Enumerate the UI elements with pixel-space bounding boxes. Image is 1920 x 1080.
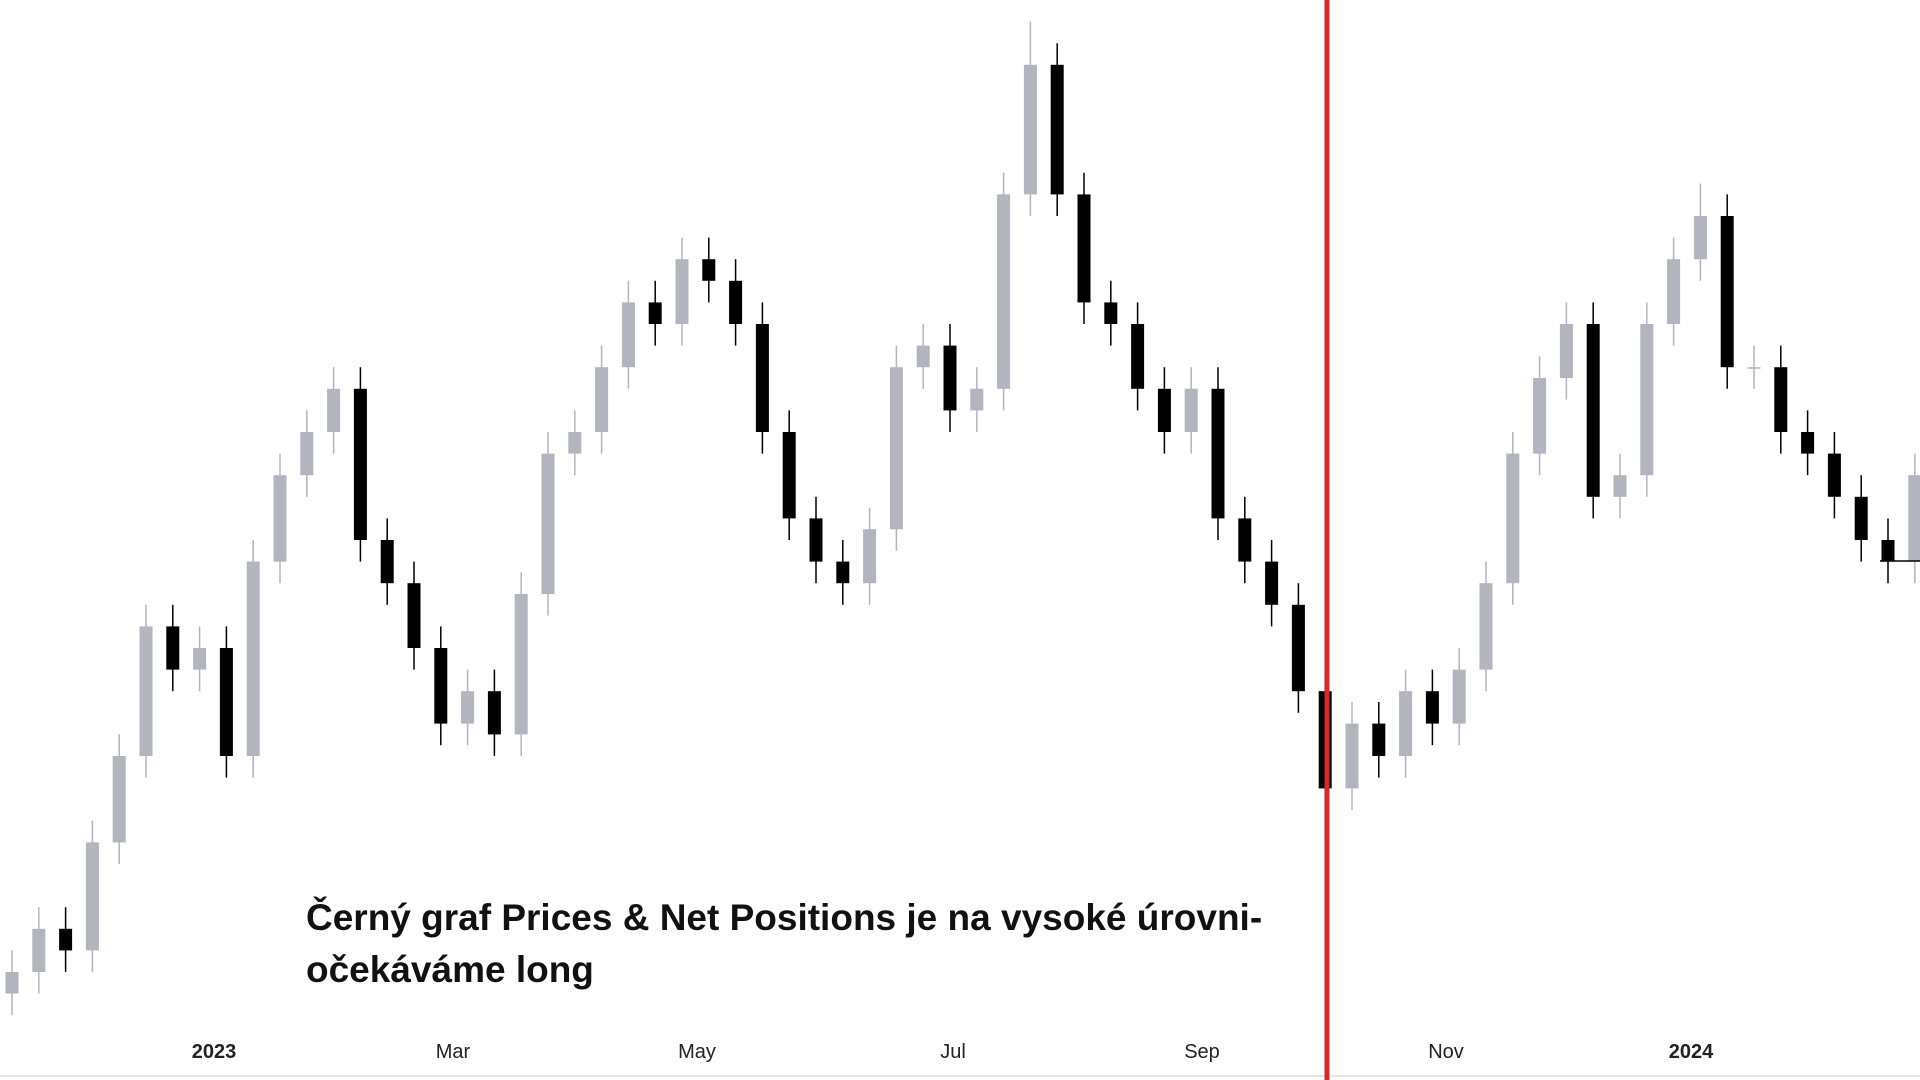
candle-body xyxy=(702,259,716,281)
candle-body xyxy=(1801,432,1815,454)
candle-body xyxy=(300,432,314,476)
candle-body xyxy=(648,302,662,324)
candle-body xyxy=(541,453,555,594)
candle-body xyxy=(809,518,823,562)
candle-body xyxy=(246,561,260,756)
candle-body xyxy=(889,367,903,530)
candle-body xyxy=(1131,324,1145,389)
candle-body xyxy=(139,626,153,756)
candle-body xyxy=(1050,64,1064,195)
candle-body xyxy=(32,928,46,972)
candle-body xyxy=(755,324,769,432)
candle-body xyxy=(1265,561,1279,605)
candle-body xyxy=(514,594,528,735)
candle-body xyxy=(461,691,475,724)
candle-body xyxy=(1238,518,1252,562)
candle-body xyxy=(1077,194,1091,303)
candle-body xyxy=(1184,388,1198,432)
candle-body xyxy=(1023,64,1037,195)
candle-body xyxy=(1291,604,1305,692)
candle-body xyxy=(782,432,796,519)
candle-body xyxy=(1774,367,1788,432)
annotation: očekáváme long xyxy=(306,949,594,990)
candle-body xyxy=(1345,723,1359,789)
candle-body xyxy=(1854,496,1868,540)
candle-body xyxy=(380,540,394,584)
candle-body xyxy=(1881,540,1895,562)
candle-body xyxy=(997,194,1011,389)
candle-body xyxy=(1559,324,1573,378)
candle-body xyxy=(943,345,957,411)
candle-body xyxy=(1747,367,1761,369)
candle-body xyxy=(568,432,582,454)
candle-body xyxy=(836,561,850,584)
candles xyxy=(5,21,1920,1016)
candle-body xyxy=(434,648,448,724)
x-tick-label: 2023 xyxy=(192,1041,237,1063)
candle-body xyxy=(1211,388,1225,519)
candle-body xyxy=(621,302,635,368)
x-tick-label: Nov xyxy=(1428,1041,1464,1063)
candle-body xyxy=(1157,388,1171,432)
candle-body xyxy=(916,345,930,368)
candle-body xyxy=(1693,216,1707,260)
candle-body xyxy=(487,691,501,735)
x-tick-label: Mar xyxy=(436,1041,471,1063)
candle-body xyxy=(863,529,877,584)
candle-body xyxy=(1372,723,1386,756)
candle-body xyxy=(1827,453,1841,497)
candle-body xyxy=(1479,583,1493,670)
candle-body xyxy=(1506,453,1520,584)
candle-body xyxy=(166,626,180,670)
x-tick-label: 2024 xyxy=(1669,1041,1714,1063)
annotation: Černý graf Prices & Net Positions je na … xyxy=(306,896,1262,938)
candle-body xyxy=(1908,475,1920,562)
candle-body xyxy=(1104,302,1118,324)
candle-body xyxy=(273,475,287,562)
candle-body xyxy=(1586,324,1600,497)
candle-body xyxy=(1452,669,1466,724)
candle-body xyxy=(193,648,207,670)
x-tick-label: Jul xyxy=(940,1041,966,1063)
candle-body xyxy=(1720,216,1734,368)
candle-body xyxy=(219,648,233,756)
candle-body xyxy=(5,972,19,994)
candle-body xyxy=(1399,691,1413,756)
candle-body xyxy=(407,583,421,648)
candle-body xyxy=(595,367,609,432)
candle-body xyxy=(59,928,73,951)
candle-body xyxy=(729,280,743,324)
candle-body xyxy=(327,388,341,432)
candle-body xyxy=(1533,378,1547,454)
candle-body xyxy=(1613,475,1627,497)
candle-body xyxy=(1667,259,1681,324)
candle-body xyxy=(675,259,689,324)
candle-body xyxy=(353,388,367,540)
candle-body xyxy=(970,388,984,411)
x-tick-label: Sep xyxy=(1184,1041,1220,1063)
candle-body xyxy=(1640,324,1654,476)
candle-body xyxy=(112,756,126,843)
candle-body xyxy=(1425,691,1439,724)
candle-body xyxy=(85,842,99,951)
x-tick-label: May xyxy=(678,1041,716,1063)
